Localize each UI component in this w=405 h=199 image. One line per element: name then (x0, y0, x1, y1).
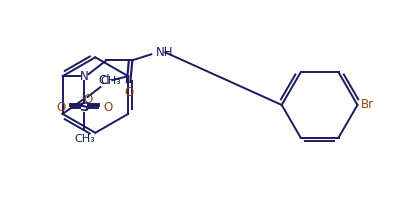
Text: O: O (83, 94, 92, 106)
Text: O: O (124, 86, 134, 99)
Text: O: O (103, 101, 113, 114)
Text: O: O (56, 101, 65, 114)
Text: S: S (79, 101, 89, 114)
Text: CH₃: CH₃ (74, 134, 95, 144)
Text: NH: NH (156, 46, 173, 59)
Text: Cl: Cl (98, 74, 110, 87)
Text: N: N (80, 70, 89, 83)
Text: Br: Br (360, 99, 373, 111)
Text: CH₃: CH₃ (100, 76, 121, 86)
